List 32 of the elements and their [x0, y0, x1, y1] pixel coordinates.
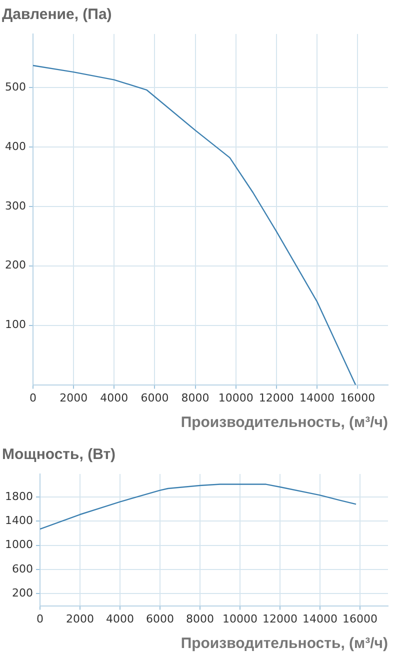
x-tick-label: 2000: [60, 391, 88, 404]
y-tick-label: 400: [4, 140, 26, 153]
x-tick-label: 14000: [300, 391, 334, 404]
chart-title: Давление, (Па): [2, 6, 112, 24]
y-tick-label: 1000: [4, 538, 33, 552]
y-tick-label: 500: [4, 80, 26, 94]
x-axis-title: Производительность, (м³/ч): [180, 635, 388, 652]
y-tick-label: 600: [12, 562, 33, 576]
y-tick-label: 200: [12, 586, 33, 600]
y-tick-label: 1400: [4, 514, 33, 528]
x-tick-label: 0: [29, 391, 36, 404]
x-tick-label: 16000: [342, 612, 378, 626]
x-tick-label: 8000: [186, 612, 214, 626]
x-tick-label: 14000: [302, 612, 338, 626]
x-tick-label: 6000: [146, 612, 174, 626]
x-tick-label: 10000: [222, 612, 258, 626]
y-tick-label: 200: [4, 258, 26, 272]
chart-title: Мощность, (Вт): [2, 446, 116, 464]
x-tick-label: 6000: [140, 391, 169, 404]
x-tick-label: 0: [36, 612, 44, 626]
x-tick-label: 2000: [66, 612, 94, 626]
x-tick-label: 10000: [218, 391, 254, 404]
x-tick-label: 4000: [106, 612, 134, 626]
x-tick-label: 4000: [100, 391, 128, 404]
x-tick-label: 12000: [262, 612, 298, 626]
y-tick-label: 1800: [4, 490, 33, 503]
x-tick-label: 8000: [181, 391, 210, 404]
y-tick-label: 300: [4, 199, 26, 212]
x-tick-label: 16000: [340, 391, 376, 404]
y-tick-label: 100: [4, 318, 26, 332]
x-axis-title: Производительность, (м³/ч): [180, 414, 388, 432]
x-tick-label: 12000: [258, 391, 294, 404]
